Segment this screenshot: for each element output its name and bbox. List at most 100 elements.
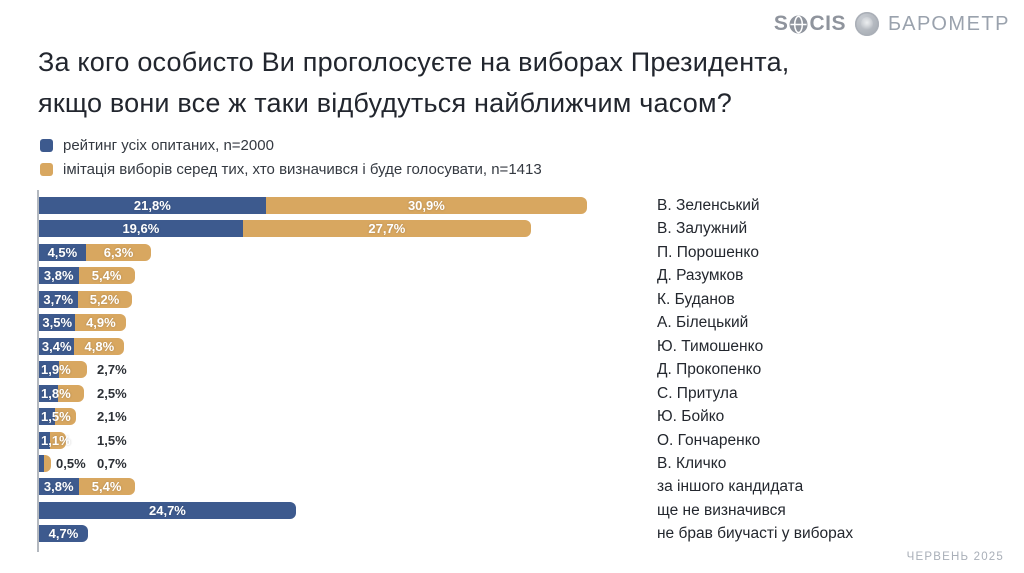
category-label: В. Кличко: [657, 454, 727, 472]
bar-segment-all-respondents: 19,6%: [39, 220, 243, 238]
value-label-tan: 2,5%: [97, 385, 127, 401]
bar-row: 4,7% не брав биучасті у виборах: [39, 525, 853, 543]
value-label-blue: 4,5%: [47, 244, 78, 260]
bar-row: 3,7% 5,2% К. Буданов: [39, 290, 735, 308]
value-label-tan: 2,1%: [97, 409, 127, 424]
legend-swatch-tan: [40, 163, 53, 176]
bar-segment-decided-voters: [50, 431, 66, 449]
bar-segment-decided-voters: 27,7%: [242, 220, 531, 238]
bar-segment-all-respondents: 3,4%: [39, 337, 75, 355]
bar-segment-all-respondents: 3,5%: [39, 314, 76, 332]
bar-segment-decided-voters: [57, 384, 84, 402]
category-label: Д. Разумков: [657, 267, 744, 285]
value-label-tan: 4,8%: [84, 338, 115, 354]
bar-segment-all-respondents: 3,8%: [39, 478, 79, 496]
value-label-blue: 3,4%: [41, 338, 72, 354]
bar-row: 3,8% 5,4% за іншого кандидата: [39, 478, 803, 496]
bar-row: 0,5% 0,7% В. Кличко: [39, 454, 726, 472]
page-title-line2: якщо вони все ж таки відбудуться найближ…: [38, 88, 732, 118]
bar-row: 24,7% ще не визначився: [39, 501, 786, 519]
bar-segment-all-respondents: 24,7%: [39, 501, 296, 519]
bar-segment-decided-voters: 5,4%: [78, 267, 135, 285]
value-label-blue: 3,8%: [43, 479, 74, 495]
bar-segment-decided-voters: 5,4%: [78, 478, 135, 496]
bar-segment-decided-voters: 30,9%: [265, 197, 588, 214]
category-label: Д. Прокопенко: [657, 361, 762, 379]
bar-chart: 21,8% 30,9% В. Зеленський 19,6% 27,7% В. Залу…: [37, 190, 1021, 557]
barometer-wordmark: БАРОМЕТР: [887, 12, 1010, 35]
value-label-blue: 1,5%: [41, 409, 71, 424]
category-label: ще не визначився: [657, 501, 786, 519]
category-label: Ю. Тимошенко: [657, 337, 764, 355]
bar-segment-decided-voters: [44, 454, 52, 472]
bar-segment-decided-voters: 4,9%: [75, 314, 127, 332]
value-label-tan: 4,9%: [86, 315, 116, 331]
category-label: не брав биучасті у виборах: [657, 525, 854, 543]
legend-swatch-blue: [40, 139, 53, 152]
bar-row: 1,9% 2,7% Д. Прокопенко: [39, 361, 761, 379]
legend-item-decided-voters: імітація виборів серед тих, хто визначив…: [40, 161, 542, 178]
category-axis-line: [37, 190, 39, 552]
globe-o-icon: [789, 14, 808, 34]
bar-segment-all-respondents: [39, 384, 58, 402]
value-label-tan: 2,7%: [97, 362, 127, 378]
socis-logo-text-right: CIS: [809, 12, 846, 35]
bar-segment-all-respondents: 3,7%: [39, 290, 78, 308]
legend-label: рейтинг усіх опитаних, n=2000: [63, 137, 274, 154]
bar-segment-all-respondents: 4,7%: [39, 525, 88, 543]
value-label-blue: 19,6%: [122, 221, 160, 237]
category-label: С. Притула: [657, 384, 738, 402]
bar-segment-all-respondents: [39, 454, 45, 472]
socis-logo-text-left: S: [773, 12, 789, 35]
value-label-tan: 5,2%: [89, 291, 120, 307]
bar-row: 3,8% 5,4% Д. Разумков: [39, 267, 743, 285]
value-label-tan: 30,9%: [407, 198, 445, 213]
brand-bar: S CIS БАРОМЕТР: [774, 12, 1010, 36]
category-label: В. Залужний: [657, 220, 748, 238]
bar-segment-all-respondents: 4,5%: [39, 243, 86, 261]
page-title: За кого особисто Ви проголосуєте на вибо…: [38, 42, 789, 124]
value-label-blue: 1,8%: [41, 385, 71, 401]
coin-globe-icon: [854, 12, 879, 36]
bar-segment-decided-voters: 6,3%: [85, 243, 152, 261]
category-label: Ю. Бойко: [657, 408, 725, 425]
category-label: В. Зеленський: [657, 197, 760, 214]
legend-label: імітація виборів серед тих, хто визначив…: [63, 161, 542, 178]
footer-date: ЧЕРВЕНЬ 2025: [906, 551, 1004, 563]
bar-segment-decided-voters: [54, 408, 77, 425]
bar-row: 3,5% 4,9% А. Білецький: [39, 314, 748, 332]
bar-row: 19,6% 27,7% В. Залужний: [39, 220, 747, 238]
legend-item-all-respondents: рейтинг усіх опитаних, n=2000: [40, 137, 542, 154]
value-label-blue: 1,9%: [41, 362, 71, 378]
category-label: за іншого кандидата: [657, 478, 804, 496]
value-label-tan: 27,7%: [368, 221, 406, 237]
value-label-blue: 1,1%: [41, 432, 71, 448]
category-label: О. Гончаренко: [657, 431, 761, 449]
bar-segment-all-respondents: 3,8%: [39, 267, 79, 285]
value-label-blue: 3,5%: [42, 315, 73, 331]
bar-segment-decided-voters: 5,2%: [77, 290, 132, 308]
bar-segment-all-respondents: [39, 408, 55, 425]
bar-row: 1,8% 2,5% С. Притула: [39, 384, 738, 402]
category-label: П. Порошенко: [657, 243, 759, 261]
bar-segment-all-respondents: [39, 361, 59, 379]
bar-row: 1,1% 1,5% О. Гончаренко: [39, 431, 760, 449]
bar-segment-all-respondents: [39, 431, 51, 449]
value-label-blue: 4,7%: [48, 526, 79, 542]
bar-row: 1,5% 2,1% Ю. Бойко: [39, 408, 724, 425]
bar-segment-decided-voters: 4,8%: [74, 337, 125, 355]
bar-row: 4,5% 6,3% П. Порошенко: [39, 243, 759, 261]
value-label-blue: 0,5%: [56, 455, 86, 471]
page-title-line1: За кого особисто Ви проголосуєте на вибо…: [38, 47, 790, 77]
bar-segment-all-respondents: 21,8%: [39, 197, 266, 214]
value-label-blue: 21,8%: [133, 198, 171, 213]
value-label-blue: 3,7%: [43, 291, 74, 307]
bar-segment-decided-voters: [58, 361, 87, 379]
socis-logo: S CIS: [774, 12, 846, 36]
bar-row: 3,4% 4,8% Ю. Тимошенко: [39, 337, 763, 355]
value-label-tan: 0,7%: [97, 455, 127, 471]
value-label-tan: 1,5%: [97, 432, 127, 448]
value-label-tan: 6,3%: [103, 244, 134, 260]
value-label-blue: 3,8%: [43, 268, 74, 284]
category-label: К. Буданов: [657, 290, 735, 308]
